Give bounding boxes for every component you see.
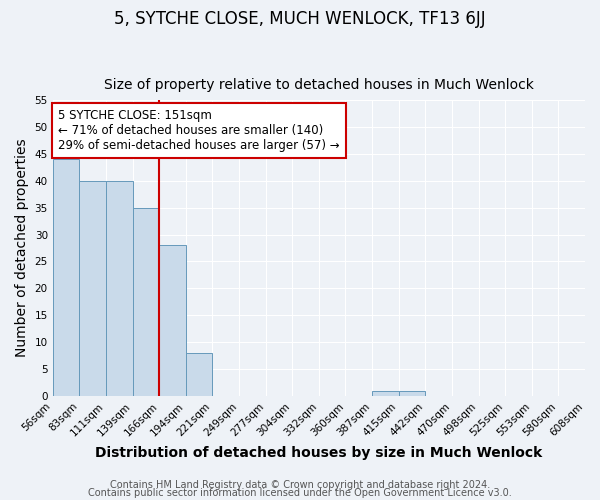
Text: 5 SYTCHE CLOSE: 151sqm
← 71% of detached houses are smaller (140)
29% of semi-de: 5 SYTCHE CLOSE: 151sqm ← 71% of detached… [58, 109, 340, 152]
Bar [79, 181, 106, 396]
Text: Contains public sector information licensed under the Open Government Licence v3: Contains public sector information licen… [88, 488, 512, 498]
Bar [398, 390, 425, 396]
Text: Contains HM Land Registry data © Crown copyright and database right 2024.: Contains HM Land Registry data © Crown c… [110, 480, 490, 490]
Bar [186, 353, 212, 396]
X-axis label: Distribution of detached houses by size in Much Wenlock: Distribution of detached houses by size … [95, 446, 542, 460]
Bar [53, 160, 79, 396]
Title: Size of property relative to detached houses in Much Wenlock: Size of property relative to detached ho… [104, 78, 534, 92]
Y-axis label: Number of detached properties: Number of detached properties [15, 138, 29, 358]
Bar [106, 181, 133, 396]
Bar [159, 246, 186, 396]
Bar [372, 390, 398, 396]
Bar [133, 208, 159, 396]
Text: 5, SYTCHE CLOSE, MUCH WENLOCK, TF13 6JJ: 5, SYTCHE CLOSE, MUCH WENLOCK, TF13 6JJ [114, 10, 486, 28]
